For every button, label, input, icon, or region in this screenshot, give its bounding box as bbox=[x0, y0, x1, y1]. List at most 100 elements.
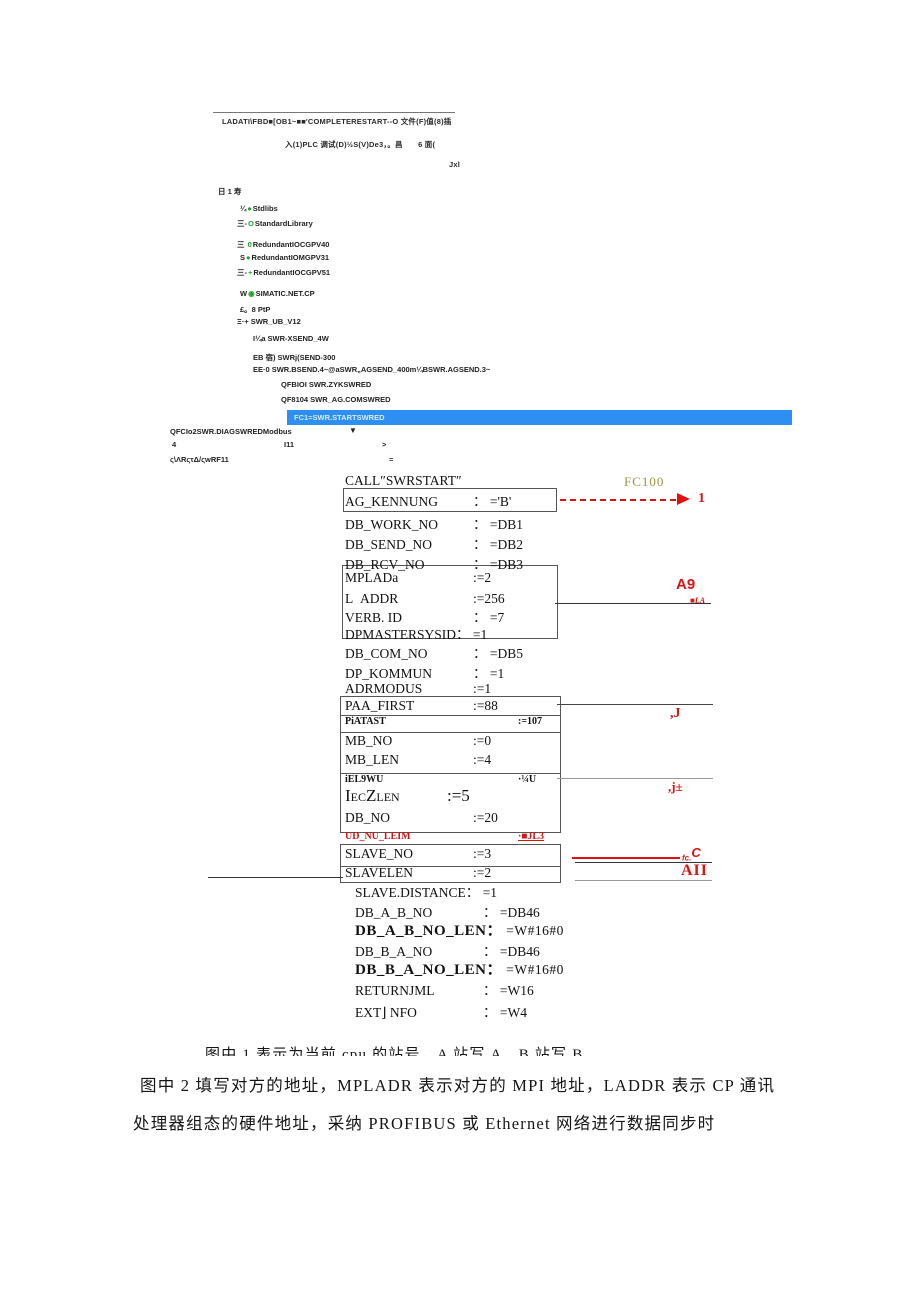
param-row: DB_B_A_NO_LEN： =W#16#0 bbox=[355, 962, 564, 978]
tree-prefix: Ξ·+ bbox=[237, 317, 249, 326]
tree-label: SWR_AG.COMSWRED bbox=[310, 395, 391, 404]
param-row: SLAVELEN:=2 bbox=[345, 865, 492, 880]
tree-prefix: W bbox=[240, 289, 248, 298]
tree-item-swr-ag-comswred[interactable]: QF8104 SWR_AG.COMSWRED bbox=[281, 395, 391, 404]
param-box-slave bbox=[340, 844, 561, 883]
annotation-j: ,J bbox=[670, 706, 681, 721]
status-cell: ς\ΛRςτΔ/ςwRF11 bbox=[170, 455, 229, 464]
tree-item-swr-zykswred[interactable]: QFBIOI SWR.ZYKSWRED bbox=[281, 380, 371, 389]
fc-number-label: FC100 bbox=[624, 474, 665, 489]
tree-item-swr-xsend-4w[interactable]: I¼a SWR-XSEND_4W bbox=[253, 334, 329, 343]
param-box-ag-kennung bbox=[343, 488, 557, 512]
param-box-address bbox=[342, 565, 558, 639]
box-divider bbox=[341, 732, 560, 733]
tree-prefix: QF8104 bbox=[281, 395, 309, 404]
annotation-arrowhead-icon bbox=[677, 493, 690, 505]
tree-label: RedundantIOMGPV31 bbox=[251, 253, 330, 262]
param-row: iEL9WU ·¼U bbox=[345, 774, 537, 785]
menu-bar-line3: Jxl bbox=[449, 160, 461, 169]
footer-paragraph-line1: 图中 2 填写对方的地址，MPLADR 表示对方的 MPI 地址，LADDR 表… bbox=[140, 1076, 776, 1095]
annotation-line bbox=[555, 603, 711, 604]
tree-prefix: 三- bbox=[237, 268, 247, 277]
menu-bar-line1[interactable]: LADATI\FBD■[OB1~■■'COMPLETERESTART--O 文件… bbox=[222, 117, 452, 126]
param-row: EXT⌋ NFO： =W4 bbox=[355, 1005, 527, 1020]
tree-prefix: 三- bbox=[237, 219, 247, 228]
param-row: DB_A_B_NO： =DB46 bbox=[355, 905, 540, 920]
tree-prefix: QFBIOI bbox=[281, 380, 307, 389]
status-cell: > bbox=[382, 440, 387, 449]
green-flower-icon: ◉ bbox=[248, 289, 255, 298]
param-box-paa bbox=[340, 696, 561, 833]
annotation-la: ■LA bbox=[690, 596, 706, 605]
tree-item-ptp[interactable]: £。8 PtP bbox=[240, 304, 270, 315]
tree-item-redundantiomgpv31[interactable]: S●RedundantIOMGPV31 bbox=[240, 253, 329, 262]
left-long-line bbox=[208, 877, 343, 878]
tree-item-redundantiocgpv51[interactable]: 三-+RedundantIOCGPV51 bbox=[237, 267, 330, 278]
param-row: IecZlen:=5 bbox=[345, 786, 470, 805]
menu-bar-line2[interactable]: 入(1)PLC 调试(D)½S(V)De3，。昌 6 面( bbox=[285, 140, 436, 149]
box-divider bbox=[341, 773, 560, 774]
status-cell: I11 bbox=[284, 440, 295, 449]
tree-item-swr-diagswred[interactable]: QFCIo2SWR.DIAGSWREDModbus bbox=[170, 427, 292, 436]
tree-label: SWR.BSEND.4~@aSWR„AGSEND_400m¼BSWR.AGSEN… bbox=[271, 365, 491, 374]
param-row: DB_RCV_NO： =DB3 bbox=[345, 557, 523, 572]
param-row: DB_B_A_NO： =DB46 bbox=[355, 944, 540, 959]
green-zero-icon: 0 bbox=[247, 240, 252, 249]
tree-prefix: 三 bbox=[237, 240, 247, 249]
param-row: DB_NO:=20 bbox=[345, 810, 498, 825]
param-row: PAA_FIRST:=88 bbox=[345, 698, 498, 713]
param-row: DP_KOMMUN： =1 bbox=[345, 666, 505, 681]
tree-label: SWR.ZYKSWRED bbox=[308, 380, 372, 389]
footer-paragraph-line2: 处理器组态的硬件地址，采纳 PROFIBUS 或 Ethernet 网络进行数据… bbox=[133, 1114, 716, 1133]
param-row: DB_COM_NO： =DB5 bbox=[345, 646, 523, 661]
tree-label: Stdlibs bbox=[252, 204, 278, 213]
box-divider bbox=[341, 866, 560, 867]
annotation-1: 1 bbox=[698, 491, 705, 506]
tree-item-swr-bsend[interactable]: EE·0 SWR.BSEND.4~@aSWR„AGSEND_400m¼BSWR.A… bbox=[253, 365, 490, 374]
tree-item-swrj-send-300[interactable]: EB 宿) SWRj(SEND-300 bbox=[253, 352, 335, 363]
tree-prefix: I¼a bbox=[253, 334, 266, 343]
tree-label: RedundantIOCGPV40 bbox=[252, 240, 330, 249]
param-row: AG_KENNUNG： ='B' bbox=[345, 494, 512, 509]
annotation-line bbox=[557, 704, 713, 705]
tree-item-swr-startswred-selected[interactable]: FC1=SWR.STARTSWRED bbox=[287, 410, 792, 425]
green-plus-icon: + bbox=[248, 268, 253, 277]
annotation-line bbox=[575, 880, 712, 881]
annotation-aii: AII bbox=[681, 862, 709, 879]
tree-item-standardlibrary[interactable]: 三-OStandardLibrary bbox=[237, 218, 313, 229]
param-row: PiATAST:=107 bbox=[345, 716, 543, 727]
tree-item-simatic-net-cp[interactable]: W◉SIMATIC.NET.CP bbox=[240, 289, 315, 298]
footer-caption-clipped: 图中 1 表示为当前 cpu 的站号，A 站写 A，B 站写 B bbox=[205, 1047, 584, 1056]
chevron-down-icon[interactable]: ▼ bbox=[349, 426, 357, 435]
tree-item-swr-ub-v12[interactable]: Ξ·+ SWR_UB_V12 bbox=[237, 317, 301, 326]
tree-label: SWR_UB_V12 bbox=[250, 317, 301, 326]
annotation-line bbox=[557, 778, 713, 779]
tree-item-redundantiocgpv40[interactable]: 三 0RedundantIOCGPV40 bbox=[237, 239, 329, 250]
param-row: RETURNJML： =W16 bbox=[355, 983, 534, 998]
param-row: ADRMODUS:=1 bbox=[345, 681, 492, 696]
tree-label: SIMATIC.NET.CP bbox=[255, 289, 315, 298]
code-call-line: CALL″SWRSTART″ bbox=[345, 473, 462, 488]
param-row: DB_A_B_NO_LEN： =W#16#0 bbox=[355, 923, 564, 939]
param-row: L_ADDR:=256 bbox=[345, 591, 505, 604]
tree-prefix: EB 宿) bbox=[253, 353, 276, 362]
annotation-jpm: ,j± bbox=[668, 779, 683, 794]
tree-label: RedundantIOCGPV51 bbox=[253, 268, 331, 277]
tree-item-stdlibs[interactable]: ¼●Stdlibs bbox=[240, 204, 278, 213]
param-row: UD_NU_LEIM ·■JL3 bbox=[345, 831, 545, 842]
param-row: SLAVE_NO:=3 bbox=[345, 846, 492, 861]
param-row: MB_LEN:=4 bbox=[345, 752, 492, 767]
annotation-line bbox=[575, 862, 712, 863]
param-row: DB_SEND_NO： =DB2 bbox=[345, 537, 523, 552]
annotation-arrow-line bbox=[560, 499, 676, 501]
green-dot-icon: ● bbox=[247, 204, 252, 213]
tree-root[interactable]: 日 1 寿 bbox=[218, 187, 242, 196]
tree-label: SWRj(SEND-300 bbox=[277, 353, 336, 362]
top-rule bbox=[213, 112, 455, 113]
annotation-a9: A9 bbox=[676, 576, 696, 593]
green-dot-icon: ● bbox=[246, 253, 251, 262]
tree-prefix: £。8 bbox=[240, 305, 256, 314]
status-cell: = bbox=[389, 455, 394, 464]
tree-prefix: ¼ bbox=[240, 204, 247, 213]
